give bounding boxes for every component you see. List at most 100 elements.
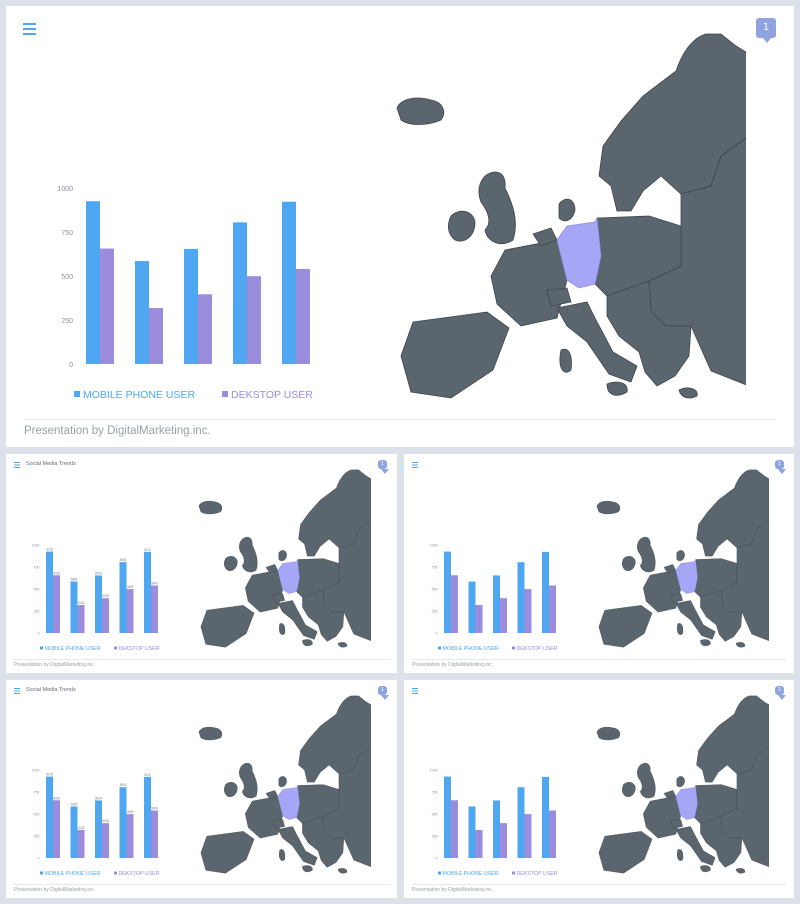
map-region-iberia [200,605,255,648]
comment-icon[interactable]: 1 [378,686,390,700]
comment-icon[interactable]: 1 [775,686,787,700]
legend-label: DEKSTOP USER [119,646,160,652]
data-label: 925 [46,547,53,552]
y-tick-label: 1000 [32,769,40,773]
desktop-bar [500,598,507,633]
y-tick-label: 0 [38,857,40,861]
legend-label: DEKSTOP USER [517,646,558,652]
map-region-denmark [278,550,287,562]
map-region-italy [556,301,638,383]
y-tick-label: 250 [432,835,438,839]
map-region-italy [277,826,318,866]
menu-icon[interactable] [412,462,418,468]
y-tick-label: 250 [34,835,40,839]
slide-title: Social Media Trends [26,461,76,467]
mobile-bar [444,776,451,858]
data-label: 805 [120,782,127,787]
europe-map [596,469,769,648]
map-region-switzerland [670,819,683,829]
mobile-bar [70,806,78,858]
footer-text: Presentation by DigitalMarketing.inc. [412,662,494,668]
comment-icon[interactable]: 1 [775,460,787,474]
mobile-bar [119,562,127,633]
map-region-sicily [700,639,711,647]
map-region-greek-islands [678,387,698,399]
menu-icon[interactable] [14,688,20,694]
legend-label: MOBILE PHONE USER [45,871,101,877]
footer-divider [14,884,389,885]
map-region-germany-highlight [277,784,300,820]
map-region-switzerland [272,593,285,603]
mobile-bar [119,787,127,858]
legend-swatch [114,871,117,875]
legend-swatch [40,871,43,875]
slide-thumbnail-4[interactable]: 1 0 250 500 750 1000 MOBILE PHONE USER DEKSTOP… [404,680,794,898]
mobile-bar [95,575,102,633]
mobile-bar [493,575,500,633]
y-tick-label: 500 [34,813,40,817]
legend-label: DEKSTOP USER [517,871,558,877]
menu-icon[interactable] [412,688,418,694]
data-label: 925 [46,772,53,777]
mobile-bar [144,776,151,858]
mobile-bar [468,806,476,858]
map-region-italy [675,600,716,640]
map-region-scandinavia [696,695,769,783]
bar-chart: 0 250 500 750 1000 MOBILE PHONE USER DEKSTOP U… [430,544,558,653]
map-region-germany-highlight [277,558,300,594]
slide-thumbnail-2[interactable]: 1 0 250 500 750 1000 MOBILE PHONE USER DEKSTOP… [404,454,794,673]
map-region-iceland [596,726,621,741]
y-tick-label: 750 [34,566,40,570]
comment-icon[interactable]: 1 [756,18,776,43]
data-label: 656 [53,570,60,575]
data-label: 922 [144,772,151,777]
desktop-bar [53,575,60,633]
y-tick-label: 750 [432,566,438,570]
map-region-greek-islands [337,642,348,648]
desktop-bar [100,248,114,364]
map-region-greek-islands [735,642,746,648]
legend-swatch [74,391,80,397]
bar-chart: 0 250 500 750 1000 MOBILE PHONE USER DEKSTOP U… [430,769,558,878]
y-tick-label: 500 [432,588,438,592]
y-tick-label: 500 [432,813,438,817]
desktop-bar [549,810,556,858]
map-region-iceland [396,97,445,125]
mobile-bar [517,562,525,633]
map-region-iberia [200,831,255,874]
map-region-france [643,796,681,839]
legend-swatch [114,646,117,650]
y-tick-label: 750 [432,791,438,795]
comment-icon[interactable]: 1 [378,460,390,474]
desktop-bar [451,800,458,858]
y-tick-label: 1000 [430,769,438,773]
mobile-bar [95,800,102,858]
mobile-bar [493,800,500,858]
desktop-bar [524,589,532,633]
footer-divider [14,659,389,660]
slide-thumbnail-3[interactable]: Social Media Trends 1 0 250 500 750 1000 925 6… [6,680,397,898]
y-tick-label: 1000 [430,544,438,548]
map-region-greek-islands [337,868,348,874]
data-label: 318 [78,825,85,830]
slide-thumbnail-1[interactable]: Social Media Trends 1 0 250 500 750 1000 925 6… [6,454,397,673]
mobile-bar [135,261,149,364]
mobile-bar [468,581,476,633]
map-region-scandinavia [598,33,746,212]
menu-icon[interactable] [14,462,20,468]
mobile-bar [86,201,100,364]
map-region-sardinia [677,849,684,861]
legend-label: MOBILE PHONE USER [443,871,499,877]
map-region-sardinia [279,849,286,861]
slide-large[interactable]: 1 0 250 500 750 1000 MOBILE PHONE USER DEKSTOP… [6,6,794,447]
legend-label: MOBILE PHONE USER [45,646,101,652]
map-region-iberia [400,311,510,399]
legend-swatch [512,646,515,650]
map-region-sardinia [279,623,286,635]
map-region-italy [277,600,318,640]
map-region-iceland [596,500,621,515]
y-tick-label: 0 [436,857,438,861]
mobile-bar [542,551,549,633]
footer-text: Presentation by DigitalMarketing.inc. [14,662,96,668]
menu-icon[interactable] [23,23,36,35]
